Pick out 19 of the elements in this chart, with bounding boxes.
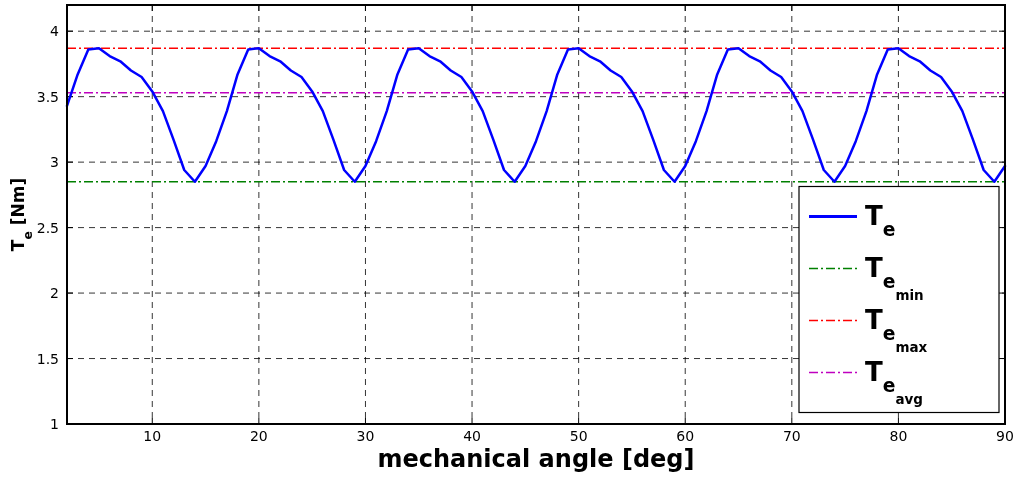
y-tick-label: 2.5 — [36, 219, 59, 236]
x-tick-label: 50 — [569, 428, 588, 444]
x-tick-label: 10 — [143, 428, 162, 444]
x-tick-label: 30 — [356, 428, 375, 444]
y-tick-label: 3 — [50, 154, 59, 171]
x-tick-label: 80 — [889, 428, 908, 444]
x-tick-label: 60 — [676, 428, 695, 444]
x-tick-label: 40 — [463, 428, 481, 444]
y-tick-label: 3.5 — [36, 88, 59, 105]
y-tick-label: 2 — [50, 285, 59, 302]
legend-label: T$_{e}$ — [865, 200, 896, 241]
x-tick-label: 70 — [782, 428, 801, 444]
y-tick-label: 1 — [50, 416, 59, 432]
line-series — [65, 46, 1007, 184]
x-axis-title: mechanical angle [deg] — [377, 445, 695, 473]
x-tick-label: 20 — [249, 428, 268, 444]
y-tick-label: 4 — [50, 23, 60, 40]
x-tick-label: 90 — [996, 428, 1013, 444]
y-tick-label: 1.5 — [36, 350, 59, 367]
